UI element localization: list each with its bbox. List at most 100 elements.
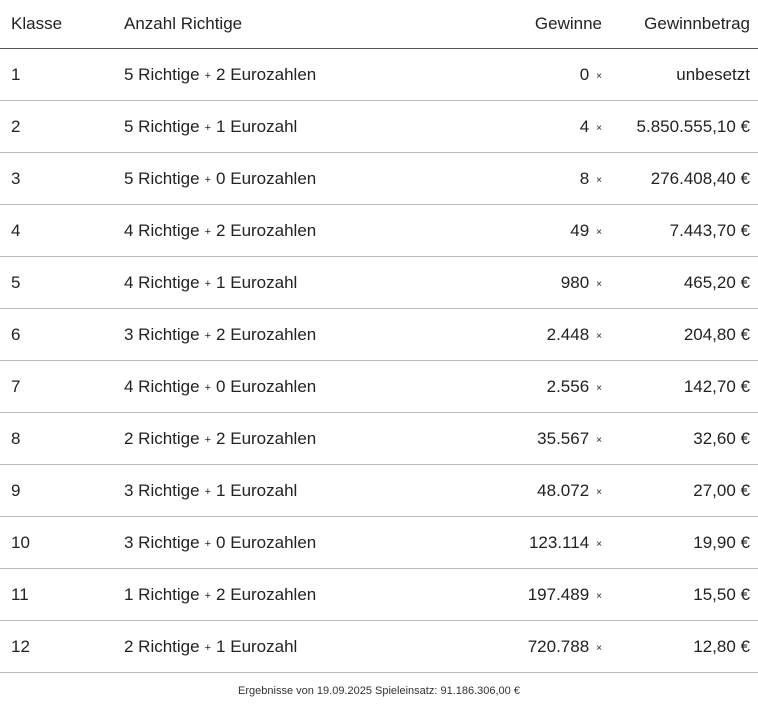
eurozahlen-count: 2 Eurozahlen bbox=[216, 584, 317, 604]
klasse-cell: 11 bbox=[0, 568, 124, 621]
gewinnbetrag-cell: 19,90 € bbox=[614, 516, 758, 569]
richtige-count: 5 Richtige bbox=[124, 116, 200, 136]
gewinne-value: 123.114 bbox=[528, 532, 590, 552]
header-row: Klasse Anzahl Richtige Gewinne Gewinnbet… bbox=[0, 0, 758, 49]
klasse-cell: 1 bbox=[0, 48, 124, 101]
header-gewinnbetrag: Gewinnbetrag bbox=[614, 0, 758, 49]
gewinnbetrag-cell: 27,00 € bbox=[614, 464, 758, 517]
plus-icon: + bbox=[204, 589, 212, 602]
gewinne-value: 4 bbox=[579, 116, 590, 136]
gewinne-cell: 197.489 × bbox=[424, 568, 614, 621]
table-header: Klasse Anzahl Richtige Gewinne Gewinnbet… bbox=[0, 0, 758, 49]
eurozahlen-count: 0 Eurozahlen bbox=[216, 532, 317, 552]
anzahl-richtige-cell: 3 Richtige +0 Eurozahlen bbox=[124, 516, 424, 569]
richtige-count: 5 Richtige bbox=[124, 168, 200, 188]
gewinne-cell: 49 × bbox=[424, 204, 614, 257]
plus-icon: + bbox=[204, 121, 212, 134]
gewinne-value: 49 bbox=[570, 220, 590, 240]
gewinne-cell: 2.448 × bbox=[424, 308, 614, 361]
gewinne-cell: 4 × bbox=[424, 100, 614, 153]
header-klasse: Klasse bbox=[0, 0, 124, 49]
plus-icon: + bbox=[204, 537, 212, 550]
richtige-count: 5 Richtige bbox=[124, 64, 200, 84]
eurozahlen-count: 0 Eurozahlen bbox=[216, 168, 317, 188]
gewinnbetrag-cell: 5.850.555,10 € bbox=[614, 100, 758, 153]
richtige-count: 3 Richtige bbox=[124, 480, 200, 500]
klasse-cell: 6 bbox=[0, 308, 124, 361]
richtige-count: 4 Richtige bbox=[124, 220, 200, 240]
times-icon: × bbox=[596, 486, 602, 498]
anzahl-richtige-cell: 5 Richtige +1 Eurozahl bbox=[124, 100, 424, 153]
klasse-cell: 8 bbox=[0, 412, 124, 465]
eurozahlen-count: 2 Eurozahlen bbox=[216, 428, 317, 448]
gewinne-cell: 123.114 × bbox=[424, 516, 614, 569]
eurozahlen-count: 1 Eurozahl bbox=[216, 480, 298, 500]
klasse-cell: 12 bbox=[0, 620, 124, 673]
gewinne-value: 980 bbox=[560, 272, 590, 292]
gewinnquoten-table: Klasse Anzahl Richtige Gewinne Gewinnbet… bbox=[0, 0, 758, 673]
plus-icon: + bbox=[204, 173, 212, 186]
anzahl-richtige-cell: 5 Richtige +2 Eurozahlen bbox=[124, 48, 424, 101]
klasse-cell: 2 bbox=[0, 100, 124, 153]
gewinne-value: 2.448 bbox=[546, 324, 590, 344]
times-icon: × bbox=[596, 434, 602, 446]
plus-icon: + bbox=[204, 381, 212, 394]
gewinnbetrag-cell: unbesetzt bbox=[614, 48, 758, 101]
gewinne-cell: 0 × bbox=[424, 48, 614, 101]
gewinne-cell: 2.556 × bbox=[424, 360, 614, 413]
eurozahlen-count: 2 Eurozahlen bbox=[216, 220, 317, 240]
eurozahlen-count: 1 Eurozahl bbox=[216, 636, 298, 656]
plus-icon: + bbox=[204, 641, 212, 654]
gewinnbetrag-cell: 276.408,40 € bbox=[614, 152, 758, 205]
anzahl-richtige-cell: 4 Richtige +0 Eurozahlen bbox=[124, 360, 424, 413]
gewinnbetrag-cell: 15,50 € bbox=[614, 568, 758, 621]
gewinne-value: 8 bbox=[579, 168, 590, 188]
klasse-cell: 10 bbox=[0, 516, 124, 569]
gewinne-cell: 8 × bbox=[424, 152, 614, 205]
plus-icon: + bbox=[204, 277, 212, 290]
gewinnbetrag-cell: 204,80 € bbox=[614, 308, 758, 361]
klasse-cell: 4 bbox=[0, 204, 124, 257]
plus-icon: + bbox=[204, 225, 212, 238]
times-icon: × bbox=[596, 538, 602, 550]
gewinne-value: 35.567 bbox=[537, 428, 590, 448]
anzahl-richtige-cell: 1 Richtige +2 Eurozahlen bbox=[124, 568, 424, 621]
table-row: 12 2 Richtige +1 Eurozahl 720.788 × 12,80 € bbox=[0, 620, 758, 673]
times-icon: × bbox=[596, 382, 602, 394]
plus-icon: + bbox=[204, 329, 212, 342]
gewinne-cell: 980 × bbox=[424, 256, 614, 309]
times-icon: × bbox=[596, 278, 602, 290]
richtige-count: 2 Richtige bbox=[124, 636, 200, 656]
times-icon: × bbox=[596, 590, 602, 602]
richtige-count: 1 Richtige bbox=[124, 584, 200, 604]
eurozahlen-count: 2 Eurozahlen bbox=[216, 64, 317, 84]
anzahl-richtige-cell: 3 Richtige +2 Eurozahlen bbox=[124, 308, 424, 361]
gewinne-value: 197.489 bbox=[527, 584, 590, 604]
eurozahlen-count: 2 Eurozahlen bbox=[216, 324, 317, 344]
klasse-cell: 7 bbox=[0, 360, 124, 413]
times-icon: × bbox=[596, 330, 602, 342]
gewinnbetrag-cell: 7.443,70 € bbox=[614, 204, 758, 257]
plus-icon: + bbox=[204, 69, 212, 82]
klasse-cell: 9 bbox=[0, 464, 124, 517]
eurozahlen-count: 0 Eurozahlen bbox=[216, 376, 317, 396]
table-row: 11 1 Richtige +2 Eurozahlen 197.489 × 15,50 € bbox=[0, 568, 758, 621]
gewinne-value: 0 bbox=[579, 64, 590, 84]
anzahl-richtige-cell: 4 Richtige +1 Eurozahl bbox=[124, 256, 424, 309]
richtige-count: 4 Richtige bbox=[124, 376, 200, 396]
times-icon: × bbox=[596, 174, 602, 186]
gewinnbetrag-cell: 32,60 € bbox=[614, 412, 758, 465]
gewinne-value: 720.788 bbox=[527, 636, 590, 656]
times-icon: × bbox=[596, 70, 602, 82]
anzahl-richtige-cell: 3 Richtige +1 Eurozahl bbox=[124, 464, 424, 517]
gewinnbetrag-cell: 142,70 € bbox=[614, 360, 758, 413]
richtige-count: 3 Richtige bbox=[124, 532, 200, 552]
gewinnbetrag-cell: 465,20 € bbox=[614, 256, 758, 309]
gewinne-cell: 720.788 × bbox=[424, 620, 614, 673]
